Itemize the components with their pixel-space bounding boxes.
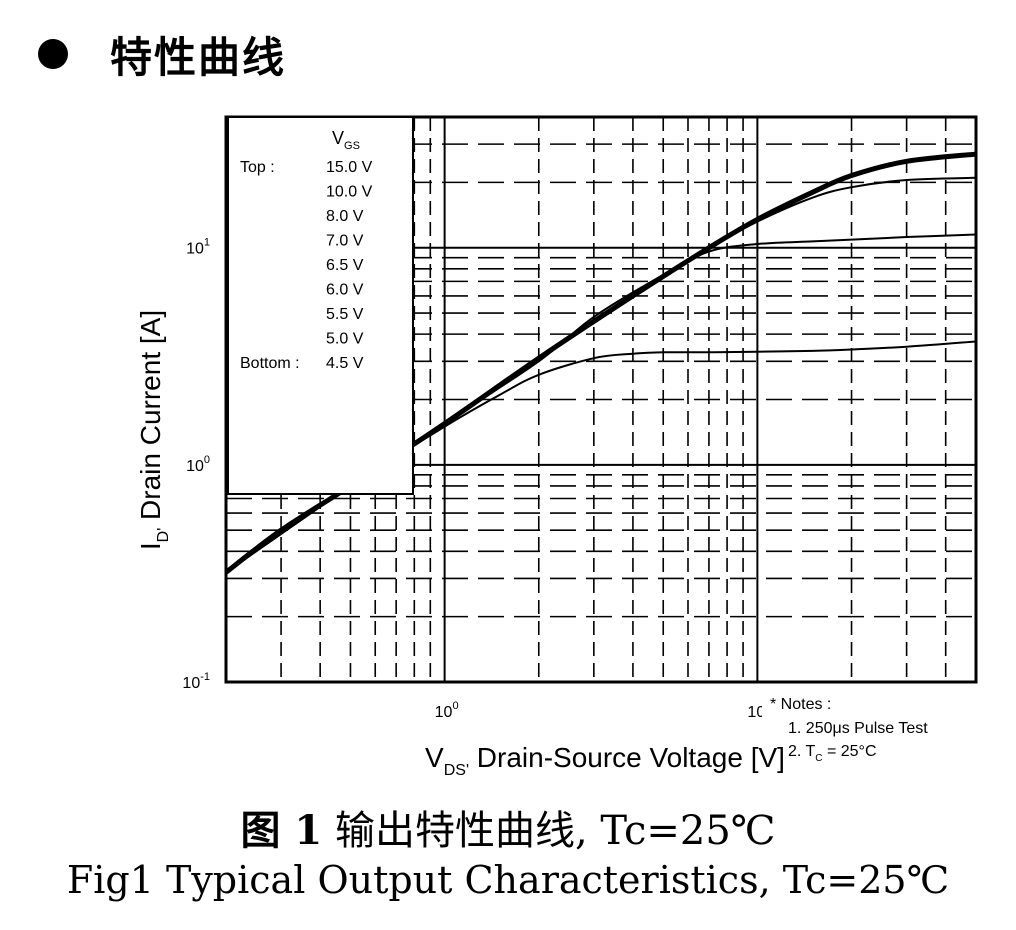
legend-row-value: 5.0 V <box>326 331 364 348</box>
legend-row-value: 4.5 V <box>326 355 364 372</box>
section-heading: 特性曲线 <box>38 22 286 86</box>
legend: VGS Top :15.0 V10.0 V8.0 V7.0 V6.5 V6.0 … <box>227 116 414 495</box>
caption-en: Fig1 Typical Output Characteristics, Tc=… <box>66 858 950 902</box>
note-2: 2. TC = 25°C <box>788 743 877 764</box>
y-axis-label: ID' Drain Current [A] <box>135 310 172 550</box>
legend-row-prefix: Top : <box>240 159 275 176</box>
bullet-icon <box>38 39 68 69</box>
notes-box: * Notes : 1. 250μs Pulse Test 2. TC = 25… <box>762 688 952 768</box>
legend-row-value: 6.5 V <box>326 257 364 274</box>
caption-zh: 图 1 输出特性曲线, Tc=25℃ <box>0 798 1016 856</box>
y-tick-label: 100 <box>186 454 210 475</box>
caption-zh-text: 输出特性曲线, Tc=25℃ <box>334 808 776 854</box>
x-axis-label: VDS' Drain-Source Voltage [V] <box>425 742 785 779</box>
x-tick-label: 100 <box>435 700 459 721</box>
notes-title: * Notes : <box>770 696 831 713</box>
legend-row-value: 5.5 V <box>326 306 364 323</box>
y-tick-label: 10-1 <box>182 671 210 692</box>
y-tick-label: 101 <box>186 237 210 258</box>
figure-label: 图 1 <box>240 807 323 854</box>
minor-grid <box>226 117 976 682</box>
legend-row-prefix: Bottom : <box>240 355 300 372</box>
legend-row-value: 10.0 V <box>326 184 373 201</box>
plot-frame <box>224 115 978 684</box>
legend-row-value: 8.0 V <box>326 208 364 225</box>
legend-row-value: 15.0 V <box>326 159 373 176</box>
y-tick-labels: 10-1 100 101 <box>182 237 210 692</box>
note-1: 1. 250μs Pulse Test <box>788 720 928 737</box>
legend-box <box>227 116 414 495</box>
legend-row-value: 7.0 V <box>326 233 364 250</box>
legend-row-value: 6.0 V <box>326 282 364 299</box>
curve-4 <box>226 340 976 574</box>
heading-text: 特性曲线 <box>110 32 287 82</box>
